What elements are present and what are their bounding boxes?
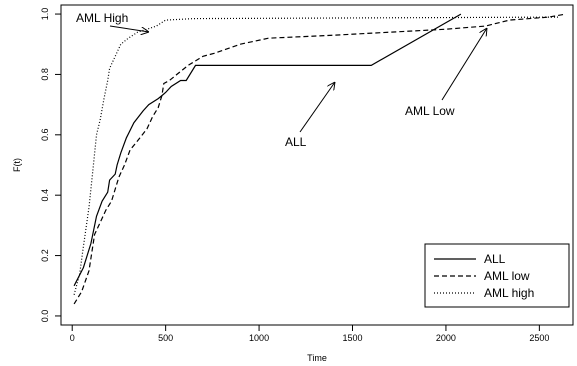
- legend-box: [424, 243, 570, 308]
- y-tick-label: 0.8: [40, 68, 50, 81]
- x-tick-label: 500: [158, 333, 173, 343]
- x-tick-label: 2500: [529, 333, 549, 343]
- x-axis: 0 500 1000 1500 2000 2500: [70, 324, 549, 343]
- y-tick-label: 1.0: [40, 8, 50, 21]
- x-axis-title: Time: [307, 353, 327, 363]
- annotation-aml-low: AML Low: [405, 28, 487, 118]
- legend-label-all: ALL: [484, 252, 506, 266]
- y-tick-label: 0.0: [40, 310, 50, 323]
- annotation-all: ALL: [285, 82, 335, 149]
- annotation-all-arrow: [299, 82, 335, 133]
- y-axis-title: F(t): [12, 158, 22, 172]
- y-tick-label: 0.6: [40, 129, 50, 142]
- legend: ALL AML low AML high: [424, 243, 570, 308]
- x-tick-label: 1500: [342, 333, 362, 343]
- x-tick-label: 0: [70, 333, 75, 343]
- legend-label-aml-low: AML low: [484, 269, 530, 283]
- x-tick-label: 2000: [436, 333, 456, 343]
- annotation-aml-high: AML High: [76, 11, 149, 32]
- annotation-aml-high-label: AML High: [76, 11, 128, 25]
- series-line-aml-low: [73, 13, 566, 305]
- y-tick-label: 0.4: [40, 189, 50, 202]
- legend-label-aml-high: AML high: [484, 286, 534, 300]
- annotation-aml-high-arrow: [109, 25, 149, 32]
- y-tick-label: 0.2: [40, 249, 50, 262]
- series-layer: [73, 13, 566, 305]
- x-tick-label: 1000: [249, 333, 269, 343]
- series-line-all: [73, 13, 462, 287]
- y-axis: 0.0 0.2 0.4 0.6 0.8 1.0: [40, 8, 62, 323]
- annotation-all-label: ALL: [285, 135, 307, 149]
- annotation-aml-low-label: AML Low: [405, 104, 455, 118]
- annotation-aml-low-arrow: [441, 28, 487, 101]
